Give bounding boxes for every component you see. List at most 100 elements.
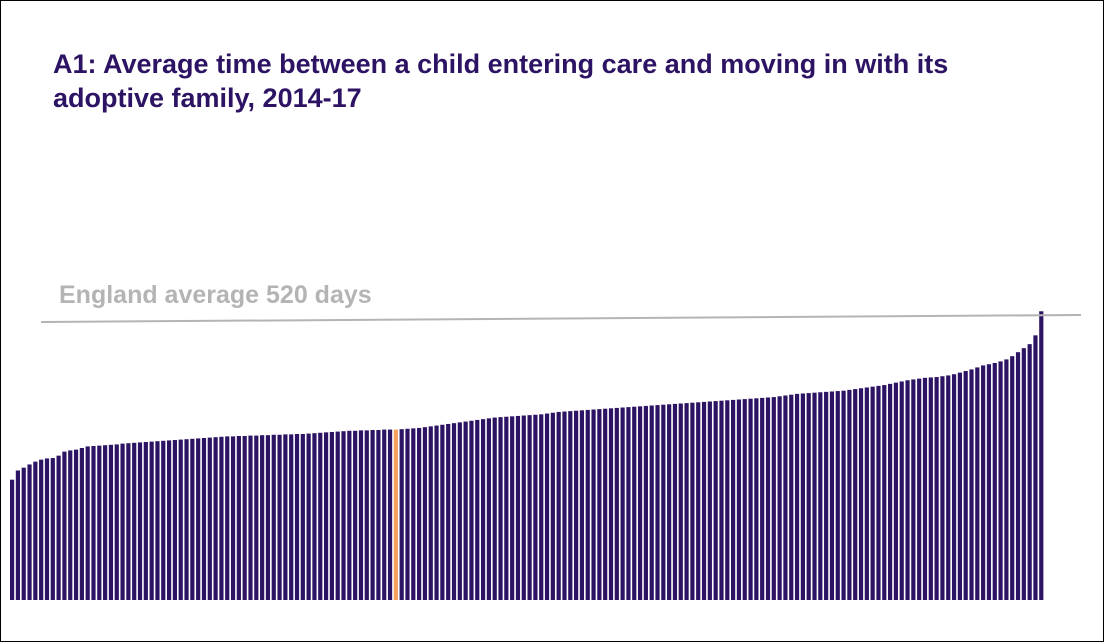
bar: [609, 408, 613, 600]
bar: [987, 364, 991, 600]
bar: [208, 438, 212, 600]
bar: [702, 402, 706, 600]
bar: [789, 395, 793, 600]
bar: [935, 377, 939, 600]
bar: [1033, 335, 1037, 600]
bar: [644, 406, 648, 600]
bar: [998, 361, 1002, 600]
bar: [667, 404, 671, 600]
bar: [510, 416, 514, 600]
bar: [184, 439, 188, 600]
bar: [882, 385, 886, 600]
bar: [917, 379, 921, 600]
bar: [179, 440, 183, 600]
bar: [748, 399, 752, 600]
bar: [737, 400, 741, 601]
bar: [132, 443, 136, 600]
bar: [557, 412, 561, 600]
bar: [655, 405, 659, 600]
bar: [626, 407, 630, 600]
bar: [993, 363, 997, 600]
bar: [754, 398, 758, 600]
bar: [376, 430, 380, 600]
bar: [743, 399, 747, 600]
bar: [400, 429, 404, 600]
bar: [27, 464, 31, 600]
bar: [57, 456, 61, 600]
bar: [411, 428, 415, 600]
bar: [231, 436, 235, 600]
bar: [859, 388, 863, 600]
bar: [452, 423, 456, 600]
bar: [283, 434, 287, 600]
bar: [940, 376, 944, 600]
bar: [562, 412, 566, 600]
bar: [45, 458, 49, 600]
bar: [795, 394, 799, 600]
bar: [783, 395, 787, 600]
bar: [243, 436, 247, 600]
bar: [528, 415, 532, 600]
bar: [841, 391, 845, 600]
bar: [568, 411, 572, 600]
bar: [196, 438, 200, 600]
bar-series: [10, 311, 1043, 600]
bar: [289, 434, 293, 600]
bar: [969, 369, 973, 600]
bar: [388, 430, 392, 600]
bar: [894, 383, 898, 600]
bar: [847, 390, 851, 600]
bar: [10, 480, 14, 600]
bar: [946, 375, 950, 600]
bar: [272, 435, 276, 600]
bar: [911, 379, 915, 600]
bar: [696, 402, 700, 600]
bar: [487, 418, 491, 600]
bar: [202, 438, 206, 600]
bar: [382, 430, 386, 600]
bar: [807, 393, 811, 600]
bar: [144, 442, 148, 600]
bar: [818, 392, 822, 600]
bar: [150, 442, 154, 600]
bar: [115, 444, 119, 600]
bar: [86, 446, 90, 600]
bar: [539, 414, 543, 600]
bar: [504, 417, 508, 600]
bar: [586, 410, 590, 600]
bar: [1039, 311, 1043, 600]
bar: [248, 436, 252, 600]
bar: [214, 437, 218, 600]
bar: [219, 437, 223, 600]
bar: [173, 440, 177, 600]
bar: [545, 414, 549, 600]
bar: [318, 433, 322, 600]
bar: [516, 416, 520, 600]
bar: [161, 441, 165, 600]
bar: [603, 409, 607, 600]
bar: [1010, 356, 1014, 600]
bar: [632, 407, 636, 600]
bar: [958, 373, 962, 600]
bar: [1028, 344, 1032, 600]
bar: [900, 381, 904, 600]
bar: [330, 432, 334, 600]
bar: [824, 392, 828, 600]
bar: [260, 435, 264, 600]
bar: [533, 415, 537, 600]
bar: [266, 435, 270, 600]
bar: [237, 436, 241, 600]
bar: [865, 387, 869, 600]
bar: [16, 470, 20, 600]
bar: [324, 432, 328, 600]
bar: [429, 426, 433, 600]
bar: [690, 403, 694, 600]
bar: [871, 387, 875, 600]
bar: [190, 439, 194, 600]
bar: [440, 425, 444, 600]
bar: [830, 391, 834, 600]
bar: [725, 400, 729, 600]
bar: [138, 442, 142, 600]
